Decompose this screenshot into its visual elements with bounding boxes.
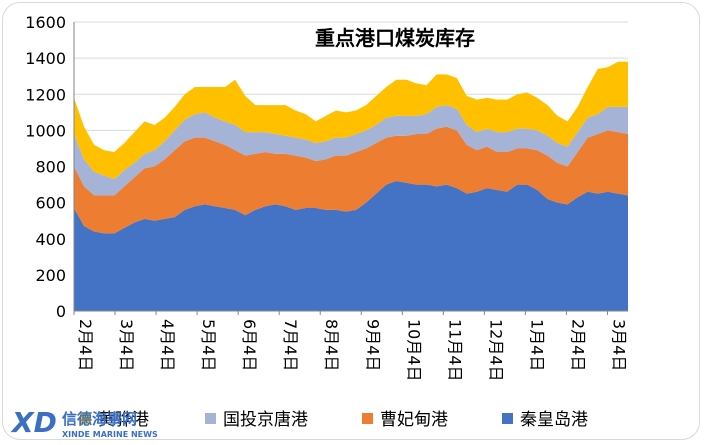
x-tick-label: 3月4日 xyxy=(609,319,628,371)
y-tick-label: 400 xyxy=(35,230,66,249)
legend-swatch xyxy=(80,413,91,424)
y-tick-label: 1200 xyxy=(25,85,66,104)
legend-swatch xyxy=(205,413,216,424)
y-tick-label: 1400 xyxy=(25,49,66,68)
watermark-cn: 信德海事网 xyxy=(62,410,137,428)
legend-swatch xyxy=(502,413,513,424)
legend-label: 曹妃甸港 xyxy=(380,410,448,430)
watermark-en: XINDE MARINE NEWS xyxy=(62,430,158,439)
area-黄骅港 xyxy=(74,61,628,180)
x-tick-labels: 2月4日 3月4日 4月4日 5月4日 6月4日 7月4日 8月4日 9月4日 10月4日 11月… xyxy=(73,311,628,382)
x-tick-label: 8月4日 xyxy=(322,319,341,371)
legend-item: 曹妃甸港 xyxy=(362,410,448,430)
chart-title: 重点港口煤炭库存 xyxy=(315,26,475,50)
x-tick-label: 11月4日 xyxy=(445,319,464,382)
x-tick-label: 5月4日 xyxy=(199,319,218,371)
y-tick-label: 0 xyxy=(56,302,66,321)
axes xyxy=(73,22,628,312)
watermark-logo: XD 信德海事网 XINDE MARINE NEWS xyxy=(10,406,158,439)
x-tick-label: 9月4日 xyxy=(363,319,382,371)
x-tick-label: 3月4日 xyxy=(117,319,136,371)
watermark-mark: XD xyxy=(10,406,57,439)
x-tick-label: 2月4日 xyxy=(76,319,95,371)
x-tick-label: 12月4日 xyxy=(486,319,505,382)
legend: 黄骅港 国投京唐港 曹妃甸港 秦皇岛港 xyxy=(80,409,588,430)
y-tick-label: 200 xyxy=(35,266,66,285)
x-tick-label: 4月4日 xyxy=(158,319,177,371)
legend-item: 秦皇岛港 xyxy=(502,410,588,430)
series-areas xyxy=(74,61,628,311)
x-tick-label: 1月4日 xyxy=(527,319,546,371)
x-tick-label: 6月4日 xyxy=(240,319,259,371)
legend-item: 黄骅港 xyxy=(80,410,149,430)
y-tick-labels: 0 200 400 600 800 1000 1200 1400 1600 xyxy=(25,13,66,321)
legend-item: 国投京唐港 xyxy=(205,409,308,430)
legend-label: 秦皇岛港 xyxy=(520,410,588,430)
legend-swatch xyxy=(362,413,373,424)
x-tick-label: 7月4日 xyxy=(281,319,300,371)
x-tick-label: 10月4日 xyxy=(404,319,423,382)
legend-label: 黄骅港 xyxy=(98,410,149,430)
area-国投京唐港 xyxy=(74,105,628,196)
area-秦皇岛港 xyxy=(74,180,628,311)
legend-label: 国投京唐港 xyxy=(223,409,308,430)
x-tick-label: 2月4日 xyxy=(568,319,587,371)
y-tick-label: 1600 xyxy=(25,13,66,32)
y-tick-label: 1000 xyxy=(25,121,66,140)
y-tick-label: 800 xyxy=(35,158,66,177)
y-tick-label: 600 xyxy=(35,194,66,213)
area-曹妃甸港 xyxy=(74,126,628,234)
